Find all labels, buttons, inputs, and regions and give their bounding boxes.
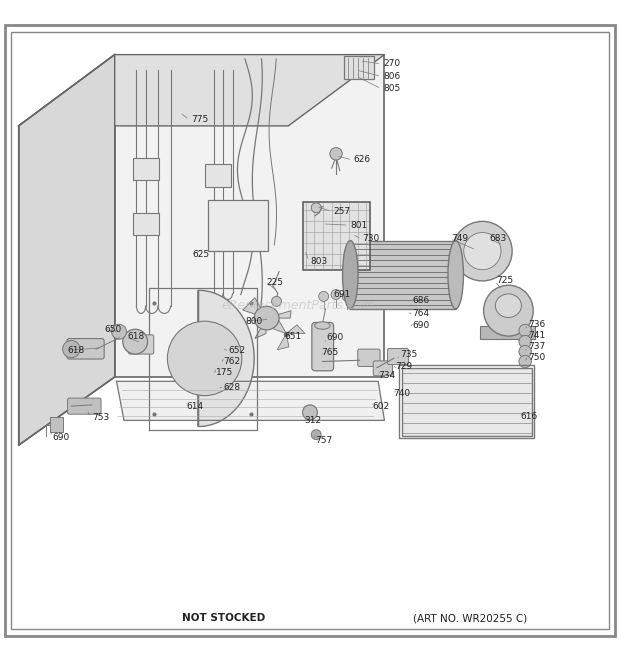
Text: 749: 749 [451,234,469,243]
Text: 691: 691 [334,290,351,299]
Text: 616: 616 [521,412,538,420]
Polygon shape [255,318,267,338]
Text: 740: 740 [394,389,411,398]
Circle shape [311,203,321,213]
Text: 270: 270 [383,59,401,68]
FancyBboxPatch shape [350,241,456,309]
Circle shape [453,221,512,281]
Text: 734: 734 [378,371,396,379]
Text: 806: 806 [383,72,401,81]
Polygon shape [19,55,115,446]
Text: 801: 801 [350,221,368,229]
Polygon shape [115,55,384,377]
Text: 741: 741 [528,331,546,340]
Text: 618: 618 [127,332,144,341]
Text: 257: 257 [333,207,350,216]
Text: 690: 690 [327,333,344,342]
Polygon shape [273,317,286,334]
Text: 764: 764 [412,309,430,318]
Polygon shape [117,381,384,420]
Text: (ART NO. WR20255 C): (ART NO. WR20255 C) [413,613,527,623]
Circle shape [519,336,531,348]
Circle shape [519,346,531,358]
Polygon shape [198,290,254,426]
Circle shape [331,290,341,299]
Text: 725: 725 [496,276,513,286]
FancyBboxPatch shape [50,416,63,432]
Text: 650: 650 [104,325,122,334]
Text: 625: 625 [192,251,210,259]
Ellipse shape [495,294,521,317]
Text: 614: 614 [186,402,203,410]
Circle shape [319,292,329,301]
Text: 651: 651 [284,332,301,341]
Circle shape [519,325,531,336]
FancyBboxPatch shape [402,368,532,436]
FancyBboxPatch shape [344,56,374,79]
Polygon shape [277,334,289,350]
Circle shape [167,321,242,395]
Text: 690: 690 [412,321,430,330]
FancyBboxPatch shape [205,165,231,186]
Circle shape [112,325,126,339]
Circle shape [464,233,501,270]
FancyBboxPatch shape [388,348,409,365]
Text: 765: 765 [321,348,339,357]
Circle shape [272,296,281,306]
FancyBboxPatch shape [67,338,104,359]
Text: 628: 628 [223,383,241,392]
Text: 312: 312 [304,416,321,425]
FancyBboxPatch shape [128,335,154,354]
Text: 690: 690 [53,433,70,442]
Circle shape [342,292,352,301]
FancyBboxPatch shape [133,213,159,235]
Circle shape [123,329,148,354]
Polygon shape [286,325,305,334]
Text: 175: 175 [216,368,233,377]
Ellipse shape [448,241,464,309]
FancyBboxPatch shape [480,326,535,338]
FancyBboxPatch shape [68,398,101,414]
Text: 736: 736 [528,320,546,329]
Polygon shape [267,311,291,318]
Polygon shape [243,297,267,318]
Text: 686: 686 [412,296,430,305]
Text: 729: 729 [396,362,413,371]
Text: 757: 757 [315,436,332,446]
Circle shape [63,340,80,358]
Text: 735: 735 [400,350,417,358]
Text: 737: 737 [528,342,546,351]
Text: 750: 750 [528,353,546,362]
FancyBboxPatch shape [312,323,334,371]
Text: NOT STOCKED: NOT STOCKED [182,613,265,623]
Text: eReplacementParts.com: eReplacementParts.com [221,299,374,312]
FancyBboxPatch shape [358,349,380,366]
Circle shape [519,356,531,368]
Circle shape [330,147,342,160]
Text: 803: 803 [310,256,327,266]
Text: 618: 618 [67,346,84,355]
Ellipse shape [315,322,330,329]
Text: 800: 800 [245,317,262,326]
FancyBboxPatch shape [208,200,268,251]
Text: 225: 225 [267,278,283,287]
Text: 626: 626 [353,155,371,165]
Text: 753: 753 [92,413,109,422]
Text: 602: 602 [372,402,389,410]
Text: 805: 805 [383,84,401,93]
Text: 652: 652 [228,346,246,355]
FancyBboxPatch shape [373,361,392,375]
Ellipse shape [254,306,279,330]
FancyBboxPatch shape [303,202,370,270]
Polygon shape [19,55,384,126]
Ellipse shape [484,286,533,336]
Text: 683: 683 [490,234,507,243]
Circle shape [311,430,321,440]
Text: 730: 730 [363,234,380,243]
FancyBboxPatch shape [133,158,159,180]
Text: 762: 762 [223,357,241,366]
Circle shape [303,405,317,420]
Text: 775: 775 [191,115,208,124]
Ellipse shape [342,241,358,309]
